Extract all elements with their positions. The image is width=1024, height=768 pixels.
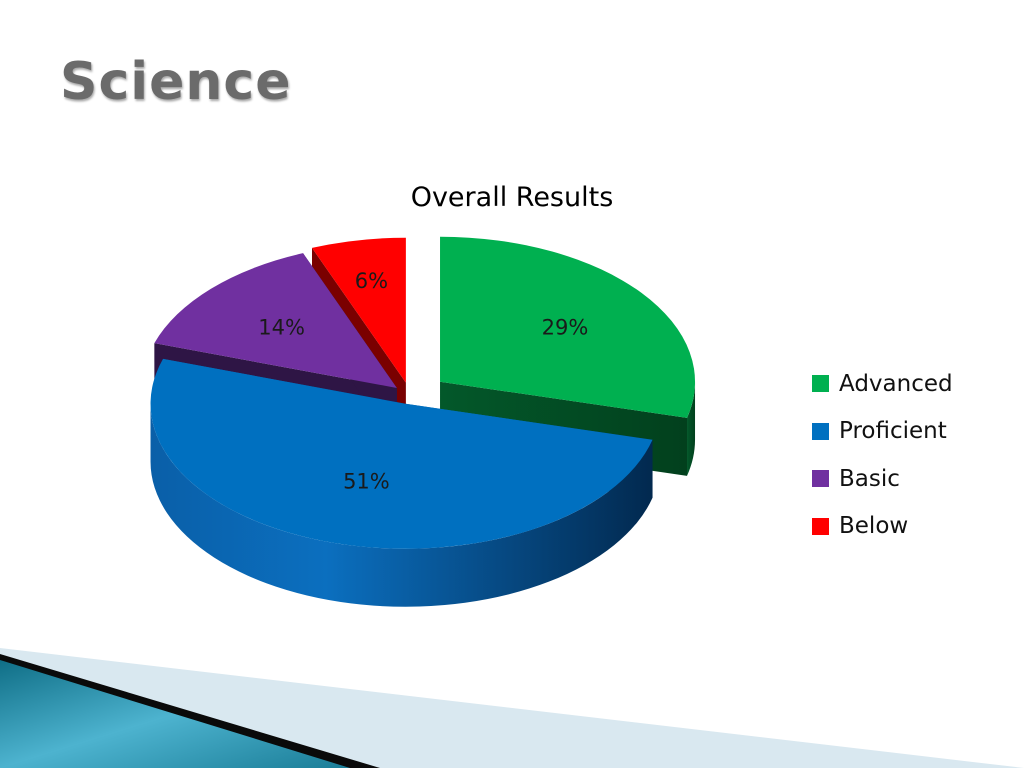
legend-label-advanced: Advanced [839,370,953,397]
legend-swatch-proficient [812,422,829,440]
footer-decoration [0,648,1024,768]
legend-swatch-basic [812,470,829,488]
slide-title: Science [60,52,292,112]
pie-slice-below [312,237,406,383]
data-label-basic: 14% [258,315,305,339]
pie-slice-basic [154,253,397,388]
chart-legend: Advanced Proficient Basic Below [812,360,953,550]
pie-slice-advanced [440,236,696,418]
legend-item-advanced: Advanced [812,360,953,408]
pie-side-proficient-0 [150,403,653,607]
data-label-advanced: 29% [542,316,589,340]
legend-item-below: Below [812,503,953,551]
data-label-below: 6% [355,269,388,293]
pie-slice-proficient [150,358,653,549]
footer-black-stripe [0,654,380,768]
data-label-proficient: 51% [343,469,390,493]
footer-teal-wedge [0,660,350,768]
legend-label-proficient: Proficient [839,418,947,445]
legend-label-below: Below [839,513,909,540]
legend-item-basic: Basic [812,455,953,503]
pie-side-advanced-0 [687,381,696,476]
legend-swatch-below [812,517,829,535]
legend-item-proficient: Proficient [812,408,953,456]
chart-title-text: Overall Results [410,182,614,213]
chart-title: Overall Results [0,182,1024,213]
legend-swatch-advanced [812,375,829,393]
legend-label-basic: Basic [839,465,900,492]
